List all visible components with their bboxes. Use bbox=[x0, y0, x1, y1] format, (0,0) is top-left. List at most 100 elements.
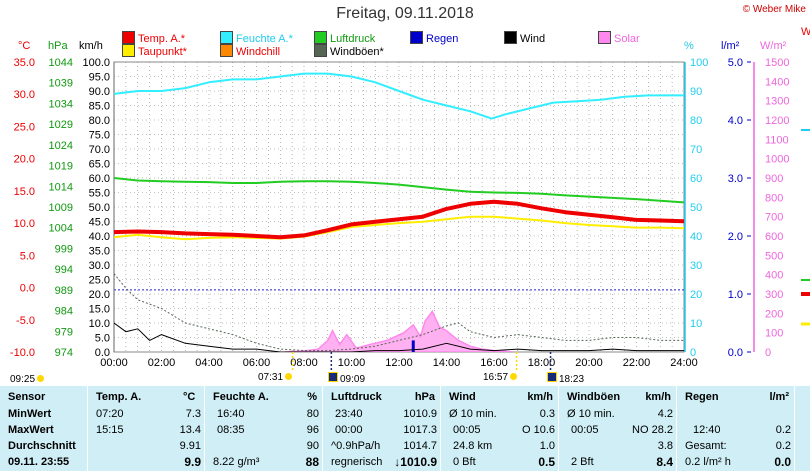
pressure-tick-label: 1034 bbox=[49, 98, 73, 110]
legend-item-solar: Solar bbox=[598, 31, 640, 45]
temp-min-time: 07:20 bbox=[96, 408, 124, 420]
sun-time-label: 09:25 bbox=[10, 374, 36, 385]
wind-tick-label: 0.0 bbox=[95, 347, 110, 359]
moon-time-marker: 09:09 bbox=[326, 372, 365, 385]
legend-label: Luftdruck bbox=[330, 33, 376, 45]
pressure-down-arrow-icon: ↓ bbox=[394, 455, 401, 469]
series-solar bbox=[284, 309, 514, 352]
wind-tick-label: 80.0 bbox=[89, 115, 110, 127]
humidity-tick-label: 0 bbox=[690, 347, 696, 359]
wind-tick-label: 10.0 bbox=[89, 318, 110, 330]
x-tick-label: 10:00 bbox=[338, 357, 366, 369]
stats-table: Sensor MinWert MaxWert Durchschnitt 09.1… bbox=[0, 386, 810, 471]
header-sensor: Sensor bbox=[8, 391, 46, 403]
stats-col-temp: Temp. A. °C 07:20 7.3 15:15 13.4 9.91 9.… bbox=[87, 386, 205, 471]
wind-avg10: 0.3 bbox=[539, 408, 555, 420]
sun-time-label: 18:23 bbox=[559, 374, 585, 385]
header-humidity: Feuchte A. bbox=[213, 391, 269, 403]
sun-time-marker: 09:25 bbox=[10, 374, 46, 385]
legend-item-wind: Wind bbox=[504, 31, 545, 45]
solar-tick-label: 400 bbox=[765, 270, 783, 282]
wind-beaufort: 0 Bft bbox=[453, 456, 476, 468]
pressure-tick-label: 1014 bbox=[49, 181, 73, 193]
legend-item-gusts: Windböen* bbox=[314, 44, 384, 58]
legend-item-dewpoint: Taupunkt* bbox=[122, 44, 187, 58]
solar-tick-label: 900 bbox=[765, 173, 783, 185]
humidity-min: 80 bbox=[306, 408, 319, 420]
pressure-tick-label: 1044 bbox=[49, 57, 73, 69]
x-tick-label: 24:00 bbox=[670, 357, 698, 369]
temp-tick-label: 20.0 bbox=[14, 154, 35, 166]
stats-col-cut bbox=[794, 386, 810, 471]
series-luftdruck bbox=[114, 177, 684, 204]
pressure-max-time: 00:00 bbox=[335, 424, 363, 436]
gusts-avg-label: Ø 10 min. bbox=[567, 408, 615, 420]
wind-tick-label: 75.0 bbox=[89, 130, 110, 142]
pressure-tick-label: 1019 bbox=[49, 161, 73, 173]
wind-tick-label: 20.0 bbox=[89, 289, 110, 301]
label-min: MinWert bbox=[8, 408, 52, 420]
x-tick-label: 06:00 bbox=[243, 357, 271, 369]
rain-bar bbox=[411, 340, 415, 352]
cut-unit-label: W bbox=[801, 26, 810, 38]
wind-tick-label: 70.0 bbox=[89, 144, 110, 156]
solar-tick-label: 1300 bbox=[765, 96, 789, 108]
wind-tick-label: 50.0 bbox=[89, 202, 110, 214]
wind-unit-label: km/h bbox=[79, 40, 103, 52]
legend-swatch bbox=[504, 31, 517, 44]
rain-max-time: 12:40 bbox=[693, 424, 721, 436]
chart-legend: Temp. A.* Feuchte A.* Luftdruck Regen Wi… bbox=[122, 31, 662, 59]
legend-swatch bbox=[598, 31, 611, 44]
series-feuchtea bbox=[114, 72, 684, 120]
pressure-tick-label: 979 bbox=[55, 326, 73, 338]
legend-item-temp: Temp. A.* bbox=[122, 31, 185, 45]
label-max: MaxWert bbox=[8, 424, 54, 436]
gusts-now: 8.4 bbox=[656, 455, 673, 469]
chart-axes: 35.0 30.0 25.0 20.0 15.0 10.0 5.0 0.0 -5.0 -10.0 1… bbox=[10, 57, 810, 370]
humidity-absolute: 8.22 g/m³ bbox=[213, 456, 260, 468]
header-temp: Temp. A. bbox=[96, 391, 142, 403]
temp-max: 13.4 bbox=[179, 424, 201, 436]
temp-max-time: 15:15 bbox=[96, 424, 124, 436]
wind-tick-label: 95.0 bbox=[89, 72, 110, 84]
pressure-min-time: 23:40 bbox=[335, 408, 363, 420]
humidity-tick-label: 60 bbox=[690, 173, 702, 185]
pressure-tick-label: 984 bbox=[55, 306, 73, 318]
legend-item-windchill: Windchill bbox=[220, 44, 280, 58]
header-pressure-unit: hPa bbox=[414, 391, 435, 403]
solar-tick-label: 600 bbox=[765, 231, 783, 243]
sun-icon bbox=[37, 375, 45, 382]
series-group bbox=[114, 72, 684, 352]
pressure-now: ↓1010.9 bbox=[394, 455, 437, 469]
header-gusts: Windböen bbox=[567, 391, 621, 403]
legend-swatch bbox=[314, 44, 327, 57]
pressure-tendency: regnerisch bbox=[331, 456, 383, 468]
solar-tick-label: 1200 bbox=[765, 115, 789, 127]
sun-time-marker: 07:31 bbox=[258, 372, 294, 383]
header-wind-unit: km/h bbox=[527, 391, 553, 403]
x-tick-label: 18:00 bbox=[528, 357, 556, 369]
x-tick-label: 00:00 bbox=[100, 357, 128, 369]
chart-series bbox=[114, 72, 684, 352]
wind-tick-label: 40.0 bbox=[89, 231, 110, 243]
legend-swatch bbox=[122, 31, 135, 44]
rain-tick-label: 3.0 bbox=[728, 173, 743, 185]
temp-avg: 9.91 bbox=[179, 440, 201, 452]
rain-now: 0.0 bbox=[774, 455, 791, 469]
pressure-tick-label: 1004 bbox=[49, 223, 73, 235]
pressure-trend: ^0.9hPa/h bbox=[331, 440, 381, 452]
x-tick-label: 20:00 bbox=[575, 357, 603, 369]
rain-max: 0.2 bbox=[775, 424, 791, 436]
temp-tick-label: 0.0 bbox=[20, 283, 35, 295]
moon-icon bbox=[328, 372, 338, 382]
legend-label: Windböen* bbox=[330, 46, 384, 58]
rain-tick-label: 4.0 bbox=[728, 115, 743, 127]
sun-time-label: 07:31 bbox=[258, 372, 284, 383]
series-windben bbox=[114, 273, 684, 352]
wind-tick-label: 65.0 bbox=[89, 159, 110, 171]
wind-max: O 10.6 bbox=[521, 424, 555, 436]
rain-tick-label: 1.0 bbox=[728, 289, 743, 301]
legend-item-humidity: Feuchte A.* bbox=[220, 31, 293, 45]
sun-time-marker: 16:57 bbox=[483, 372, 519, 383]
humidity-max: 96 bbox=[306, 424, 319, 436]
